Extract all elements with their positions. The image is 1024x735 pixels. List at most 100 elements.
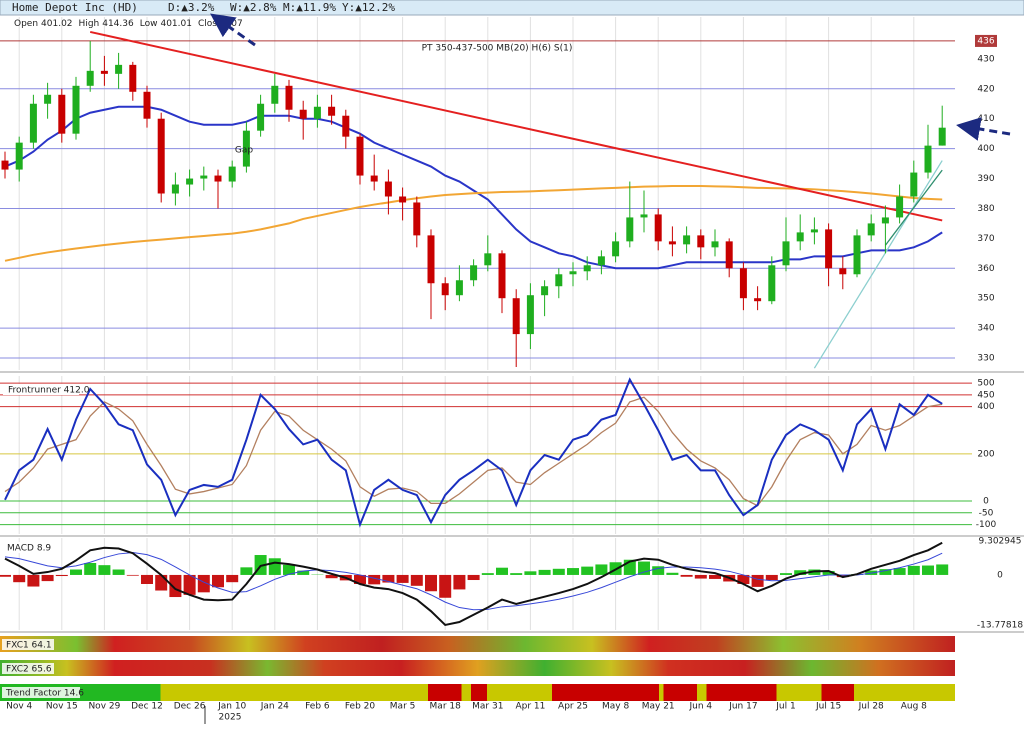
histogram-bar (893, 568, 906, 575)
resistance-badge (975, 34, 997, 47)
candle-body (313, 106, 321, 119)
pane-title: Frontrunner 412.0 (8, 386, 90, 396)
histogram-bar (226, 574, 239, 583)
candle-body (470, 265, 478, 281)
candle-body (285, 85, 293, 110)
candle-body (725, 241, 733, 269)
candle-body (129, 64, 137, 92)
histogram-bar (694, 574, 707, 579)
y-tick-label: 500 (977, 379, 994, 389)
annotation: PT 350-437-500 MB(20) H(6) S(1) (422, 44, 573, 54)
candle-body (257, 103, 265, 131)
period-change: Y:▲12.2% (342, 1, 395, 14)
histogram-bar (780, 573, 792, 575)
candle-body (654, 214, 662, 242)
trendline (89, 30, 943, 222)
trendline (884, 169, 943, 246)
candle-body (867, 223, 875, 236)
y-tick-label: 420 (977, 84, 994, 94)
candle-body (100, 70, 108, 74)
y-tick-label: 0 (997, 570, 1003, 580)
histogram-bar (666, 572, 679, 575)
y-tick-label: -100 (976, 520, 997, 530)
ohlc-info: Open 401.02 High 414.36 Low 401.01 Close 407 (14, 19, 243, 29)
candle-body (711, 241, 719, 248)
histogram-bar (737, 574, 750, 584)
period-change: D:▲3.2% (168, 1, 215, 14)
x-tick-label: Dec 26 (174, 702, 206, 712)
candle-body (143, 91, 151, 119)
annotation-arrow (210, 13, 256, 47)
x-tick-label: Nov 29 (88, 702, 120, 712)
y-tick-label: 400 (977, 402, 994, 412)
histogram-bar (936, 564, 949, 575)
histogram-bar (212, 574, 224, 588)
fxc2-strip (0, 660, 955, 676)
y-tick-label: 360 (977, 264, 994, 274)
ohlc-label: Open (14, 19, 38, 29)
candle-body (214, 175, 222, 182)
candle-body (86, 70, 94, 86)
y-tick-label: -50 (979, 508, 994, 518)
histogram-bar (126, 574, 139, 576)
x-tick-label: Apr 11 (515, 702, 545, 712)
candle-body (44, 94, 52, 104)
x-tick-label: Mar 18 (430, 702, 462, 712)
strip-label-box (2, 639, 54, 650)
candle-body (839, 268, 847, 275)
x-tick-label: Dec 12 (131, 702, 163, 712)
candle-body (526, 295, 534, 335)
candle-body (455, 280, 463, 296)
histogram-bar (481, 573, 494, 575)
candle-body (72, 85, 80, 134)
x-tick-label: Jan 24 (260, 702, 289, 712)
histogram-bar (240, 567, 253, 575)
candle-body (583, 265, 591, 272)
candle-body (200, 175, 208, 179)
histogram-bar (907, 565, 920, 575)
year-label: 2025 (219, 713, 242, 723)
x-tick-label: Jul 15 (815, 702, 841, 712)
period-change: W:▲2.8% (230, 1, 277, 14)
header-bar (0, 0, 1024, 16)
histogram-bar (652, 566, 665, 575)
histogram-bar (268, 558, 281, 575)
histogram-bar (27, 574, 40, 587)
histogram-bar (297, 570, 310, 575)
y-tick-label: 200 (977, 449, 994, 459)
x-tick-label: Jun 17 (728, 702, 757, 712)
histogram-bar (822, 570, 835, 575)
candle-body (15, 142, 23, 170)
x-tick-label: Nov 15 (46, 702, 78, 712)
candle-body (555, 274, 563, 287)
histogram-bar (382, 574, 395, 583)
histogram-bar (325, 574, 338, 579)
histogram-bar (765, 574, 778, 581)
series-line (4, 551, 943, 611)
y-tick-label: 370 (977, 234, 994, 244)
candle-body (569, 271, 577, 275)
candle-body (910, 172, 918, 197)
candle-body (668, 241, 676, 245)
histogram-bar (112, 569, 125, 575)
candle-body (597, 256, 605, 266)
candle-body (299, 109, 307, 119)
pane-title: MACD 8.9 (7, 544, 51, 554)
x-tick-label: Jan 10 (217, 702, 246, 712)
histogram-bar (283, 564, 295, 575)
candle-body (157, 118, 165, 194)
ohlc-label: High (79, 19, 100, 29)
stock-title: Home Depot Inc (HD) (12, 1, 138, 14)
histogram-bar (354, 574, 366, 584)
gap-label: Gap (235, 146, 253, 156)
candle-body (541, 286, 549, 296)
candle-body (484, 253, 492, 266)
candle-body (342, 115, 350, 137)
histogram-bar (368, 574, 381, 585)
histogram-bar (510, 573, 523, 575)
candle-body (768, 265, 776, 302)
y-tick-label: -13.77818 (977, 620, 1023, 630)
histogram-bar (552, 568, 565, 575)
histogram-bar (538, 569, 551, 575)
